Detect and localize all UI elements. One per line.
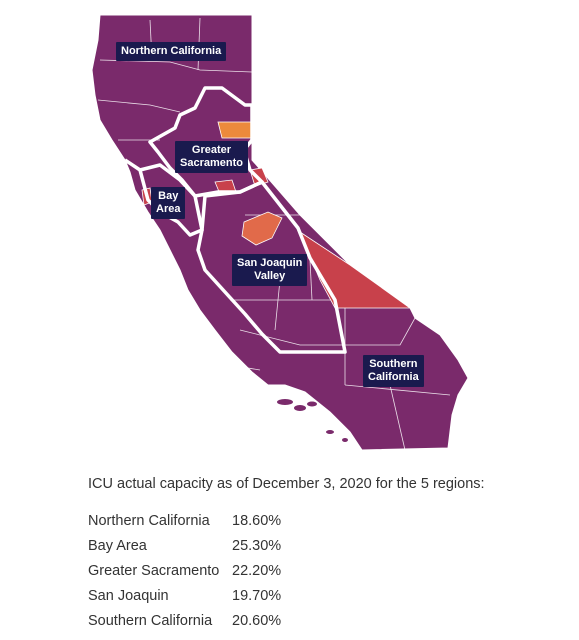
mariposa-county-highlight	[241, 211, 283, 246]
capacity-caption: ICU actual capacity as of December 3, 20…	[88, 476, 485, 492]
capacity-value: 22.20%	[232, 563, 282, 579]
region-label-san-joaquin-valley: San Joaquin Valley	[232, 254, 308, 286]
california-region-map	[91, 14, 469, 451]
region-name: Greater Sacramento	[88, 563, 220, 579]
region-name: Southern California	[88, 613, 213, 629]
region-name: Northern California	[88, 513, 210, 529]
region-label-bay-area: Bay Area	[151, 187, 186, 219]
capacity-value: 20.60%	[232, 613, 282, 629]
capacity-value: 25.30%	[232, 538, 282, 554]
capacity-value: 18.60%	[232, 513, 282, 529]
region-label-southern-california: Southern California	[363, 355, 424, 387]
region-label-northern-california: Northern California	[116, 42, 227, 61]
capacity-value: 19.70%	[232, 588, 282, 604]
channel-islands	[277, 399, 348, 442]
plumas-county-highlight	[217, 121, 253, 139]
region-label-greater-sacramento: Greater Sacramento	[175, 141, 248, 173]
region-name: Bay Area	[88, 538, 147, 554]
region-name: San Joaquin	[88, 588, 169, 604]
